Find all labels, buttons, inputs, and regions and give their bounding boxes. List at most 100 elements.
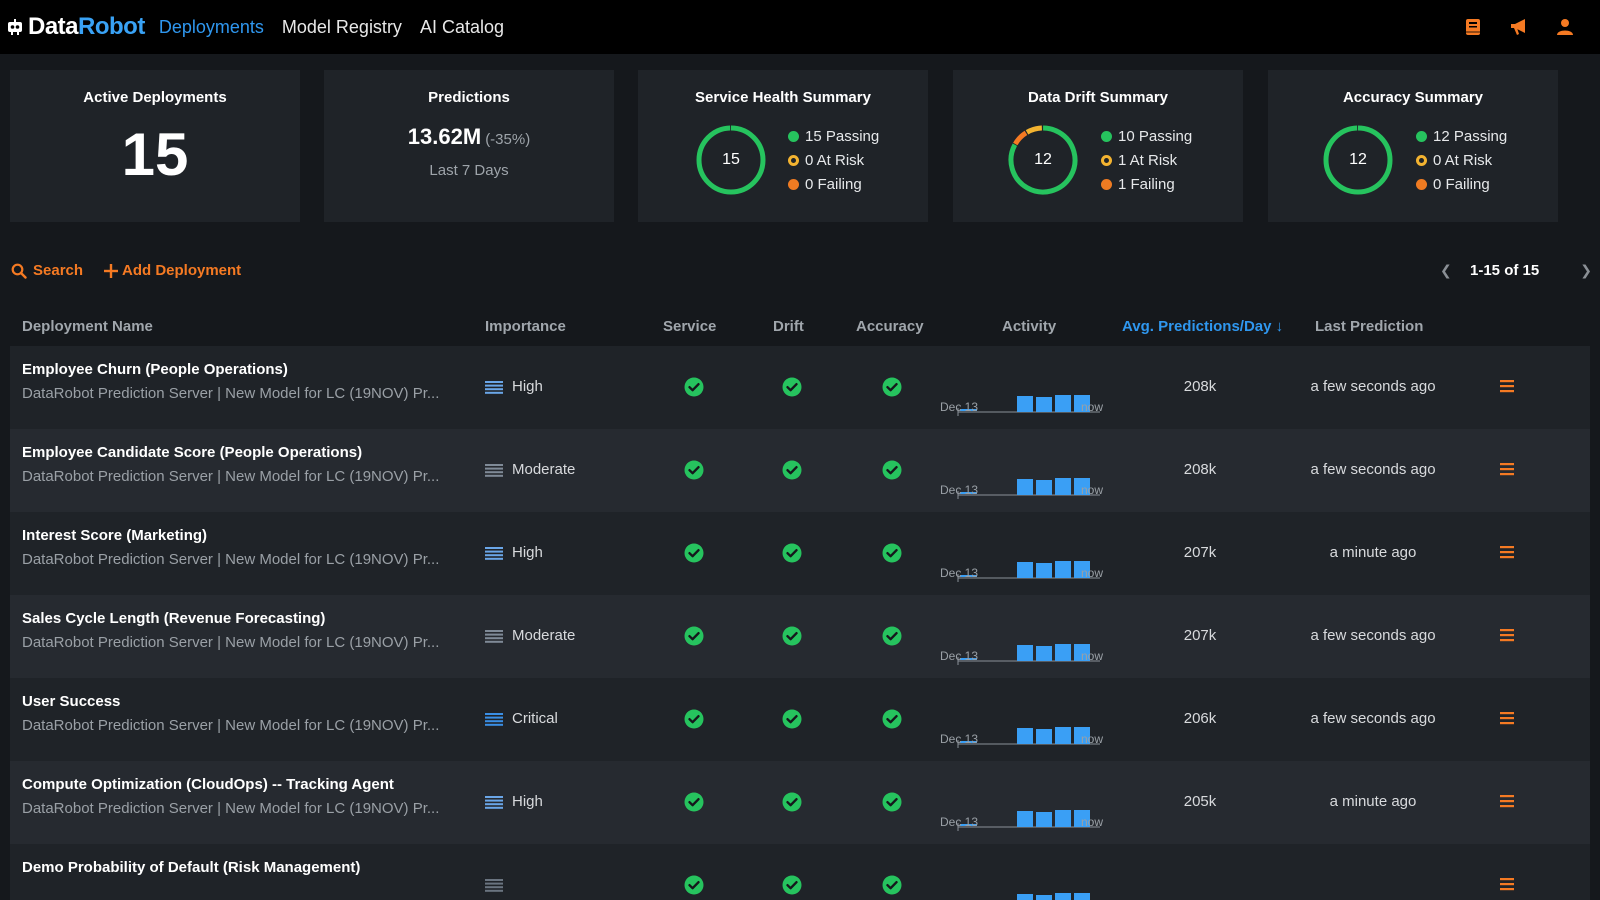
column-header-drift[interactable]: Drift	[773, 318, 804, 335]
drift-status-check-icon[interactable]	[782, 377, 802, 397]
column-header-accuracy[interactable]: Accuracy	[856, 318, 924, 335]
activity-start-label: Dec 13	[940, 566, 979, 580]
importance-value: Moderate	[512, 461, 576, 478]
accuracy-at-risk: 0 At Risk	[1433, 151, 1493, 169]
column-header-avg-predictions[interactable]: Avg. Predictions/Day ↓	[1122, 318, 1283, 335]
activity-start-label: Dec 13	[940, 649, 979, 663]
service-status-check-icon[interactable]	[684, 377, 704, 397]
megaphone-icon[interactable]	[1508, 16, 1530, 38]
service-failing: 0 Failing	[805, 175, 862, 193]
deployment-name[interactable]: Interest Score (Marketing)	[22, 527, 208, 544]
accuracy-status-check-icon[interactable]	[882, 709, 902, 729]
datarobot-logo[interactable]: DataRobot	[6, 13, 145, 41]
activity-bar	[1055, 727, 1071, 744]
avg-predictions-value: 208k	[1183, 378, 1217, 395]
deployment-name[interactable]: Employee Churn (People Operations)	[22, 361, 288, 378]
book-icon[interactable]	[1462, 16, 1484, 38]
column-header-importance[interactable]: Importance	[485, 318, 566, 335]
table-row[interactable]: Employee Churn (People Operations) DataRo…	[10, 346, 1590, 431]
accuracy-status-check-icon[interactable]	[882, 543, 902, 563]
accuracy-legend: 12 Passing 0 At Risk 0 Failing	[1416, 124, 1507, 196]
activity-end-label: now	[1081, 815, 1104, 829]
active-deployments-count: 15	[121, 121, 189, 188]
service-status-check-icon[interactable]	[684, 875, 704, 895]
activity-sparkline	[957, 727, 1100, 748]
deployment-description: DataRobot Prediction Server | New Model …	[22, 717, 440, 734]
column-header-activity[interactable]: Activity	[1002, 318, 1057, 335]
add-deployment-button[interactable]: Add Deployment	[104, 262, 241, 279]
table-row[interactable]: Demo Probability of Default (Risk Manage…	[10, 844, 1590, 900]
chevron-right-icon[interactable]: ❯	[1580, 262, 1592, 278]
predictions-value: 13.62M	[407, 124, 482, 149]
service-status-check-icon[interactable]	[684, 709, 704, 729]
data-drift-legend: 10 Passing 1 At Risk 1 Failing	[1101, 124, 1192, 196]
drift-status-check-icon[interactable]	[782, 792, 802, 812]
accuracy-status-check-icon[interactable]	[882, 626, 902, 646]
accuracy-status-check-icon[interactable]	[882, 460, 902, 480]
deployment-name[interactable]: Demo Probability of Default (Risk Manage…	[22, 859, 361, 876]
row-menu-icon[interactable]	[1500, 711, 1514, 725]
service-status-check-icon[interactable]	[684, 543, 704, 563]
row-menu-icon[interactable]	[1500, 545, 1514, 559]
card-title: Accuracy Summary	[1342, 89, 1484, 106]
robot-logo-icon	[8, 19, 22, 35]
row-menu-icon[interactable]	[1500, 379, 1514, 393]
user-icon[interactable]	[1554, 16, 1576, 38]
table-row[interactable]: User Success DataRobot Prediction Server …	[10, 678, 1590, 763]
column-header-service[interactable]: Service	[663, 318, 717, 335]
nav-deployments[interactable]: Deployments	[158, 16, 264, 37]
drift-status-check-icon[interactable]	[782, 626, 802, 646]
row-menu-icon[interactable]	[1500, 794, 1514, 808]
deployment-description: DataRobot Prediction Server | New Model …	[22, 800, 440, 817]
chevron-left-icon[interactable]: ❮	[1440, 262, 1452, 278]
last-prediction-value: a few seconds ago	[1310, 378, 1436, 395]
activity-bar	[1036, 729, 1052, 744]
column-header-name[interactable]: Deployment Name	[22, 318, 153, 335]
service-status-check-icon[interactable]	[684, 460, 704, 480]
row-menu-icon[interactable]	[1500, 628, 1514, 642]
activity-bar	[1074, 395, 1090, 412]
activity-start-label: Dec 13	[940, 732, 979, 746]
service-status-check-icon[interactable]	[684, 792, 704, 812]
pagination: ❮ 1-15 of 15 ❯	[1440, 262, 1600, 282]
deployment-description: DataRobot Prediction Server | New Model …	[22, 385, 440, 402]
search-label: Search	[33, 262, 84, 279]
activity-bar	[1036, 646, 1052, 661]
nav-model-registry[interactable]: Model Registry	[281, 16, 402, 37]
service-status-check-icon[interactable]	[684, 626, 704, 646]
table-row[interactable]: Interest Score (Marketing) DataRobot Pred…	[10, 512, 1590, 597]
deployment-name[interactable]: Sales Cycle Length (Revenue Forecasting)	[22, 610, 326, 627]
deployment-name[interactable]: User Success	[22, 693, 121, 710]
table-row[interactable]: Sales Cycle Length (Revenue Forecasting)…	[10, 595, 1590, 680]
passing-status-icon	[1416, 130, 1427, 142]
column-header-last-prediction[interactable]: Last Prediction	[1315, 318, 1424, 335]
at-risk-status-icon	[1416, 154, 1427, 166]
deployment-name[interactable]: Compute Optimization (CloudOps) -- Track…	[22, 776, 394, 793]
plus-icon	[104, 263, 118, 278]
data-drift-donut	[1008, 125, 1078, 195]
importance-flag-icon	[485, 630, 503, 643]
service-at-risk: 0 At Risk	[805, 151, 865, 169]
nav-ai-catalog[interactable]: AI Catalog	[419, 16, 504, 37]
row-menu-icon[interactable]	[1500, 877, 1514, 891]
importance-value: Critical	[512, 710, 558, 727]
importance-value: High	[512, 793, 543, 810]
accuracy-status-check-icon[interactable]	[882, 792, 902, 812]
activity-sparkline	[1017, 893, 1090, 900]
drift-status-check-icon[interactable]	[782, 709, 802, 729]
last-prediction-value: a few seconds ago	[1310, 461, 1436, 478]
passing-status-icon	[1101, 130, 1112, 142]
avg-predictions-value: 208k	[1183, 461, 1217, 478]
drift-status-check-icon[interactable]	[782, 460, 802, 480]
deployment-name[interactable]: Employee Candidate Score (People Operati…	[22, 444, 363, 461]
accuracy-status-check-icon[interactable]	[882, 377, 902, 397]
row-menu-icon[interactable]	[1500, 462, 1514, 476]
top-nav-bar: DataRobot Deployments Model Registry AI …	[0, 0, 1600, 54]
table-row[interactable]: Compute Optimization (CloudOps) -- Track…	[10, 761, 1590, 846]
drift-status-check-icon[interactable]	[782, 543, 802, 563]
drift-status-check-icon[interactable]	[782, 875, 802, 895]
accuracy-status-check-icon[interactable]	[882, 875, 902, 895]
table-row[interactable]: Employee Candidate Score (People Operati…	[10, 429, 1590, 514]
activity-start-label: Dec 13	[940, 815, 979, 829]
search-button[interactable]: Search	[11, 262, 83, 279]
